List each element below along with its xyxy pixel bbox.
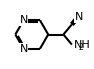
Text: N: N [19,15,28,25]
Text: NH: NH [74,40,91,50]
Text: 2: 2 [79,43,83,52]
Text: N: N [19,44,28,54]
Text: N: N [74,12,83,22]
